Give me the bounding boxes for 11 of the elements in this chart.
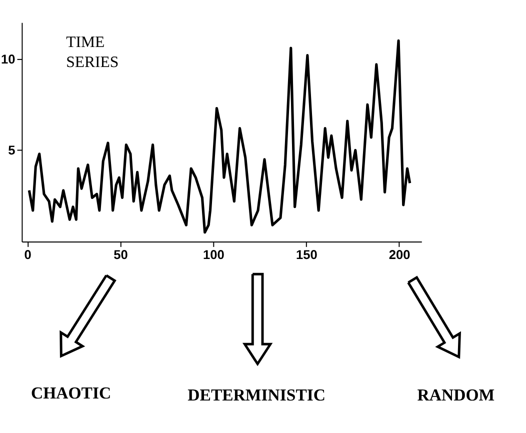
y-tick-label: 10 xyxy=(1,51,16,66)
x-tick-label: 200 xyxy=(388,246,410,262)
text: RANDOM xyxy=(417,385,495,404)
annotation: TIME SERIES xyxy=(66,34,119,71)
y-tick-label: 5 xyxy=(8,142,16,158)
x-tick-label: 150 xyxy=(296,246,318,262)
x-tick-label: 100 xyxy=(202,246,224,262)
x-tick-label: 0 xyxy=(24,246,32,262)
text: CHAOTIC xyxy=(30,383,112,402)
text: DETERMINISTIC xyxy=(188,385,326,404)
x-tick-label: 50 xyxy=(114,246,128,262)
